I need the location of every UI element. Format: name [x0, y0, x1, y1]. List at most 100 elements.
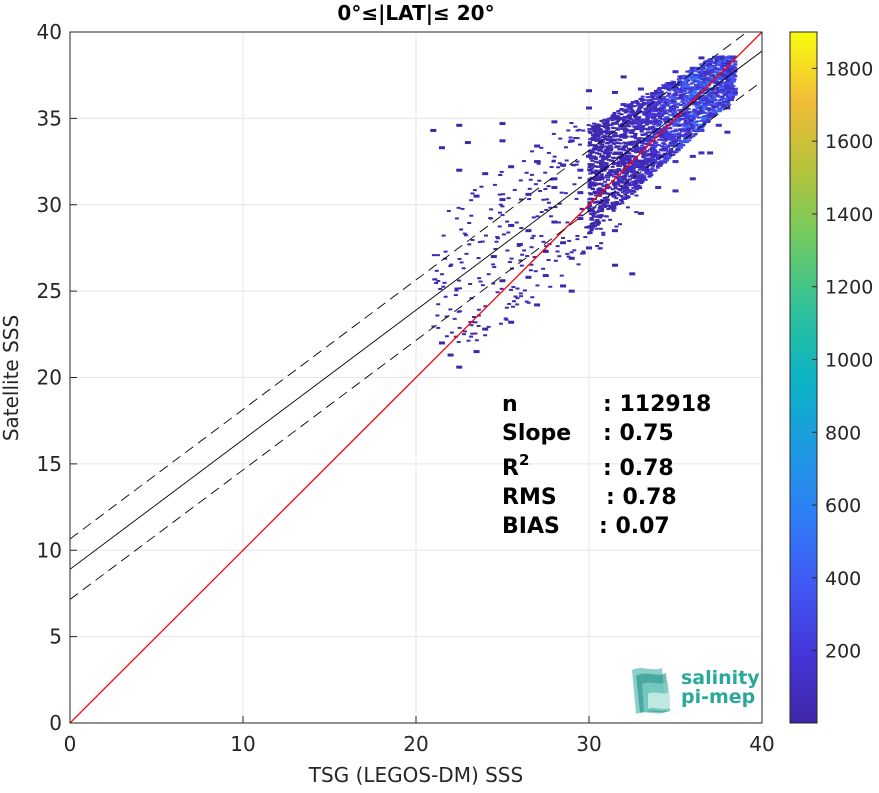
density-cell	[552, 155, 557, 158]
density-cell	[571, 164, 576, 167]
density-cell	[641, 125, 646, 128]
density-cell	[598, 128, 603, 131]
density-cell	[674, 143, 679, 146]
density-cell	[457, 257, 462, 260]
density-cell	[626, 103, 631, 106]
density-cell	[587, 163, 592, 166]
density-cell	[719, 90, 724, 93]
density-cell	[720, 97, 725, 100]
density-cell	[635, 150, 640, 153]
density-cell	[474, 339, 479, 342]
density-cell	[551, 160, 556, 163]
density-cell	[536, 162, 541, 165]
density-cell	[688, 118, 693, 121]
density-cell	[610, 165, 615, 168]
density-cell	[654, 101, 659, 104]
density-cell	[442, 281, 447, 284]
density-cell	[653, 169, 658, 172]
density-cell	[593, 129, 598, 132]
density-cell	[647, 153, 652, 156]
density-cell	[626, 114, 631, 117]
density-cell	[649, 154, 654, 157]
density-cell	[619, 181, 624, 184]
density-cell	[449, 331, 454, 334]
density-cell	[612, 181, 617, 184]
density-cell	[625, 154, 630, 157]
density-cell	[636, 186, 641, 189]
density-cell	[683, 86, 688, 89]
density-cell	[608, 169, 613, 172]
density-cell	[611, 90, 618, 94]
density-cell	[572, 249, 577, 252]
density-cell	[473, 194, 480, 198]
density-cell	[492, 266, 497, 269]
density-cell	[686, 108, 691, 111]
density-cell	[617, 112, 622, 115]
density-cell	[516, 242, 523, 246]
density-cell	[723, 58, 728, 61]
density-cell	[588, 138, 593, 141]
density-cell	[602, 169, 607, 172]
density-cell	[617, 153, 622, 156]
density-cell	[614, 169, 619, 172]
density-cell	[695, 112, 700, 115]
density-cell	[603, 168, 608, 171]
density-cell	[714, 60, 719, 63]
density-cell	[595, 223, 600, 226]
density-cell	[568, 289, 575, 293]
density-cell	[623, 169, 628, 172]
density-cell	[669, 100, 674, 103]
density-cell	[499, 287, 504, 290]
density-cell	[586, 89, 592, 93]
density-cell	[718, 109, 723, 112]
density-cell	[722, 60, 727, 63]
density-cell	[712, 64, 717, 67]
density-cell	[632, 149, 637, 152]
density-cell	[600, 144, 605, 147]
density-cell	[634, 211, 639, 214]
density-cell	[613, 203, 618, 206]
density-cell	[543, 188, 548, 191]
density-cell	[642, 137, 647, 140]
density-cell	[684, 117, 689, 120]
density-cell	[664, 153, 669, 156]
density-cell	[625, 123, 630, 126]
density-cell	[607, 193, 612, 196]
density-cell	[598, 175, 603, 178]
density-cell	[704, 64, 709, 67]
density-cell	[546, 201, 551, 204]
density-cell	[611, 229, 618, 233]
density-cell	[708, 74, 713, 77]
stat-value: : 0.78	[603, 456, 674, 481]
density-cell	[462, 333, 467, 336]
density-cell	[430, 128, 437, 132]
density-cell	[621, 162, 626, 165]
density-cell	[663, 101, 668, 104]
density-cell	[680, 118, 685, 121]
density-cell	[627, 152, 632, 155]
density-cell	[654, 90, 659, 93]
density-cell	[663, 135, 668, 138]
density-cell	[591, 183, 596, 186]
density-cell	[720, 66, 725, 69]
density-cell	[675, 133, 680, 136]
density-cell	[733, 91, 738, 94]
density-cell	[686, 79, 691, 82]
density-cell	[718, 83, 723, 86]
density-cell	[708, 99, 713, 102]
density-cell	[731, 71, 736, 74]
density-cell	[567, 140, 572, 143]
density-cell	[646, 101, 651, 104]
density-cell	[651, 155, 656, 158]
density-cell	[612, 205, 617, 208]
density-cell	[508, 223, 515, 227]
density-cell	[707, 101, 712, 104]
density-cell	[590, 210, 595, 213]
density-cell	[678, 128, 683, 131]
density-cell	[559, 274, 564, 277]
density-cell	[652, 153, 657, 156]
density-cell	[596, 171, 601, 174]
logo-text-line1: salinity	[681, 667, 760, 689]
density-cell	[710, 100, 715, 103]
density-cell	[611, 152, 616, 155]
